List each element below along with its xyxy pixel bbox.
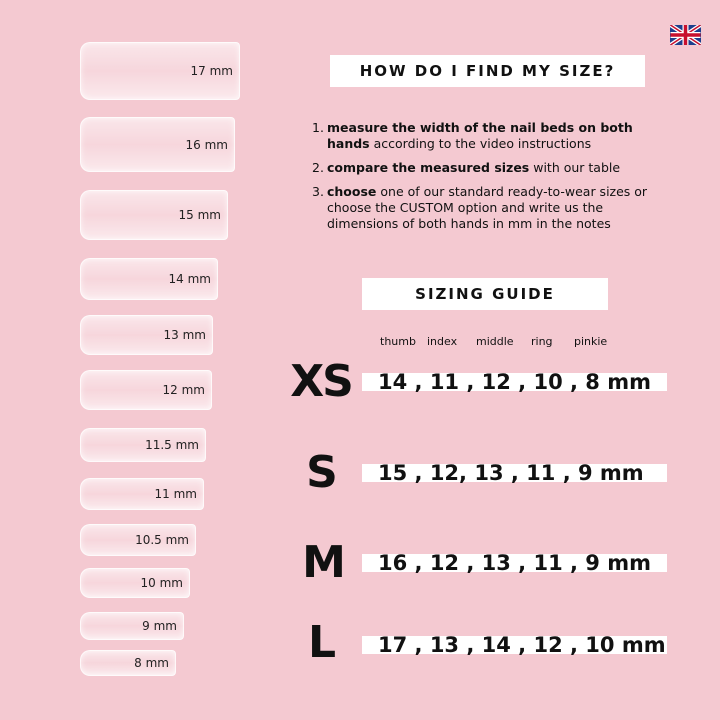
finger-ring: ring <box>531 335 553 348</box>
step-number: 1. <box>312 120 324 135</box>
step: 3. choose one of our standard ready-to-we… <box>312 184 672 232</box>
size-bar-s: 15 , 12, 13 , 11 , 9 mm <box>362 461 667 485</box>
finger-pinkie: pinkie <box>574 335 608 348</box>
size-values: 15 , 12, 13 , 11 , 9 mm <box>378 461 644 485</box>
nail-label: 11 mm <box>154 487 197 501</box>
step-bold: measure the width of the nail beds on bo… <box>327 120 633 151</box>
nail-17mm: 17 mm <box>80 42 240 100</box>
nail-11-5mm: 11.5 mm <box>80 428 206 462</box>
uk-flag-icon[interactable] <box>670 25 701 45</box>
size-label-s: S <box>306 447 338 498</box>
nail-15mm: 15 mm <box>80 190 228 240</box>
finger-thumb: thumb <box>380 335 416 348</box>
nail-label: 16 mm <box>185 137 228 152</box>
step-text: with our table <box>529 160 621 175</box>
nail-16mm: 16 mm <box>80 117 235 172</box>
nail-10-5mm: 10.5 mm <box>80 524 196 556</box>
finger-index: index <box>427 335 458 348</box>
nail-13mm: 13 mm <box>80 315 213 355</box>
nail-label: 17 mm <box>190 64 233 78</box>
step-bold: compare the measured sizes <box>327 160 530 175</box>
size-label-m: M <box>302 537 346 588</box>
size-label-xs: XS <box>290 356 354 407</box>
nail-label: 10.5 mm <box>135 533 189 547</box>
nail-11mm: 11 mm <box>80 478 204 510</box>
nail-label: 15 mm <box>178 208 221 222</box>
instructions-list: 1. measure the width of the nail beds on … <box>312 120 672 240</box>
step: 2. compare the measured sizes with our ta… <box>312 160 672 176</box>
how-title: HOW DO I FIND MY SIZE? <box>330 55 645 87</box>
nail-label: 10 mm <box>140 576 183 590</box>
step: 1. measure the width of the nail beds on … <box>312 120 672 152</box>
step-number: 2. <box>312 160 324 175</box>
nail-9mm: 9 mm <box>80 612 184 640</box>
size-label-l: L <box>307 617 336 668</box>
nail-label: 9 mm <box>142 619 177 633</box>
step-bold: choose <box>327 184 377 199</box>
nail-label: 12 mm <box>162 383 205 397</box>
finger-middle: middle <box>476 335 514 348</box>
step-number: 3. <box>312 184 324 199</box>
nail-14mm: 14 mm <box>80 258 218 300</box>
size-bar-xs: 14 , 11 , 12 , 10 , 8 mm <box>362 370 667 394</box>
step-text: according to the video instructions <box>369 136 592 151</box>
nail-8mm: 8 mm <box>80 650 176 676</box>
nail-12mm: 12 mm <box>80 370 212 410</box>
step-text: one of our standard ready-to-wear sizes … <box>327 184 648 231</box>
size-values: 16 , 12 , 13 , 11 , 9 mm <box>378 551 651 575</box>
nail-label: 13 mm <box>163 328 206 342</box>
size-bar-m: 16 , 12 , 13 , 11 , 9 mm <box>362 551 667 575</box>
nail-label: 11.5 mm <box>145 438 199 452</box>
nail-label: 14 mm <box>168 272 211 286</box>
size-bar-l: 17 , 13 , 14 , 12 , 10 mm <box>362 633 667 657</box>
nail-label: 8 mm <box>134 656 169 670</box>
size-values: 17 , 13 , 14 , 12 , 10 mm <box>378 633 666 657</box>
nail-10mm: 10 mm <box>80 568 190 598</box>
size-values: 14 , 11 , 12 , 10 , 8 mm <box>378 370 651 394</box>
sizing-guide-title: SIZING GUIDE <box>362 278 608 310</box>
